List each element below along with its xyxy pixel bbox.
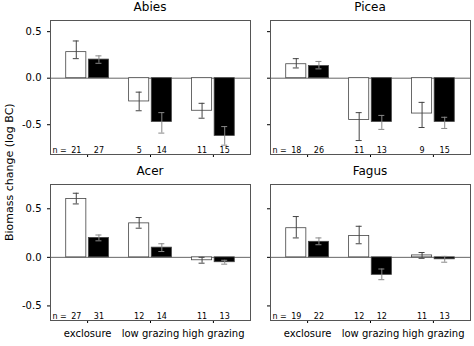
svg-text:12: 12 — [134, 312, 144, 321]
html-text:Acer: Acer — [136, 164, 164, 178]
svg-text:n =: n = — [53, 146, 67, 155]
html-text:Abies: Abies — [133, 0, 167, 14]
svg-text:27: 27 — [71, 312, 81, 321]
svg-text:13: 13 — [220, 312, 230, 321]
svg-text:low grazing: low grazing — [122, 328, 180, 339]
svg-text:11: 11 — [417, 312, 427, 321]
svg-text:11: 11 — [197, 312, 207, 321]
svg-text:14: 14 — [157, 146, 167, 155]
svg-text:9: 9 — [420, 146, 425, 155]
svg-text:13: 13 — [440, 312, 450, 321]
html-text:Picea: Picea — [354, 0, 386, 14]
html-text:Fagus: Fagus — [352, 164, 388, 178]
svg-text:11: 11 — [354, 146, 364, 155]
svg-text:21: 21 — [71, 146, 81, 155]
svg-text:-0.5: -0.5 — [22, 300, 42, 311]
svg-text:high grazing: high grazing — [182, 328, 244, 339]
svg-text:exclosure: exclosure — [284, 328, 332, 339]
svg-text:n =: n = — [53, 312, 67, 321]
svg-text:18: 18 — [291, 146, 301, 155]
svg-text:12: 12 — [354, 312, 364, 321]
svg-text:0.5: 0.5 — [26, 26, 42, 37]
svg-text:low grazing: low grazing — [342, 328, 400, 339]
svg-text:22: 22 — [314, 312, 324, 321]
svg-text:12: 12 — [377, 312, 387, 321]
svg-text:n =: n = — [273, 146, 287, 155]
svg-text:15: 15 — [220, 146, 230, 155]
svg-text:-0.5: -0.5 — [22, 119, 42, 130]
svg-text:14: 14 — [157, 312, 167, 321]
svg-text:high grazing: high grazing — [402, 328, 464, 339]
svg-text:15: 15 — [440, 146, 450, 155]
svg-text:27: 27 — [94, 146, 104, 155]
svg-text:31: 31 — [94, 312, 104, 321]
svg-text:0.0: 0.0 — [26, 252, 42, 263]
svg-text:n =: n = — [273, 312, 287, 321]
svg-text:0.5: 0.5 — [26, 203, 42, 214]
svg-text:26: 26 — [314, 146, 324, 155]
svg-text:19: 19 — [291, 312, 301, 321]
svg-text:exclosure: exclosure — [64, 328, 112, 339]
svg-text:0.0: 0.0 — [26, 72, 42, 83]
svg-text:5: 5 — [137, 146, 142, 155]
svg-text:11: 11 — [197, 146, 207, 155]
html-text:Biomass change (log BC): Biomass change (log BC) — [2, 103, 16, 241]
svg-text:13: 13 — [377, 146, 387, 155]
